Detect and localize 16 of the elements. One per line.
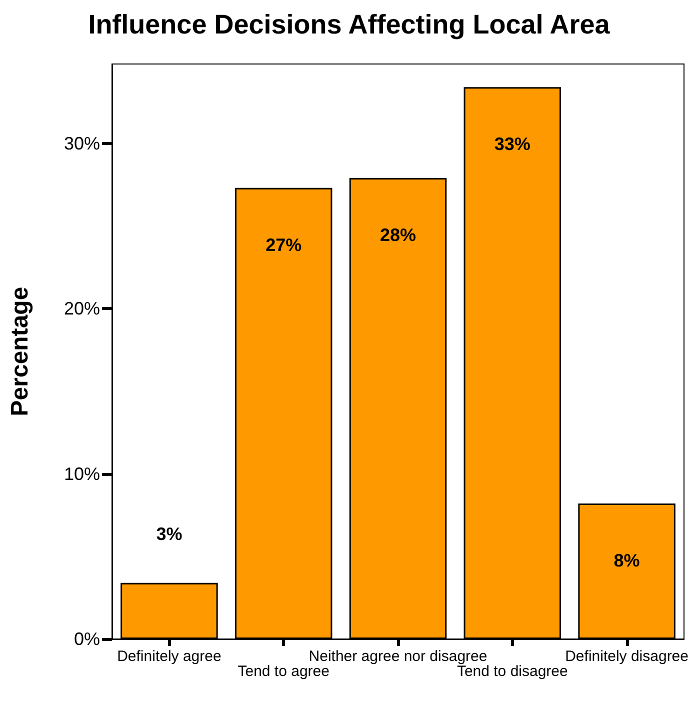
- y-axis-title: Percentage: [6, 286, 34, 416]
- data-label: 33%: [494, 134, 530, 154]
- x-tick-label: Tend to agree: [238, 663, 330, 680]
- data-label: 27%: [266, 234, 302, 255]
- chart-title: Influence Decisions Affecting Local Area: [88, 10, 611, 40]
- x-tick-label: Tend to disagree: [456, 663, 568, 680]
- data-label: 8%: [614, 550, 640, 571]
- data-label: 3%: [156, 524, 182, 544]
- y-tick-label: 20%: [64, 298, 100, 319]
- y-tick-label: 30%: [64, 133, 100, 154]
- x-tick-label: Definitely agree: [117, 648, 222, 665]
- x-tick-label: Definitely disagree: [565, 648, 689, 665]
- y-tick-label: 0%: [74, 629, 100, 649]
- x-tick-label: Neither agree nor disagree: [308, 648, 488, 665]
- data-label: 28%: [380, 225, 416, 246]
- y-tick-label: 10%: [64, 464, 100, 484]
